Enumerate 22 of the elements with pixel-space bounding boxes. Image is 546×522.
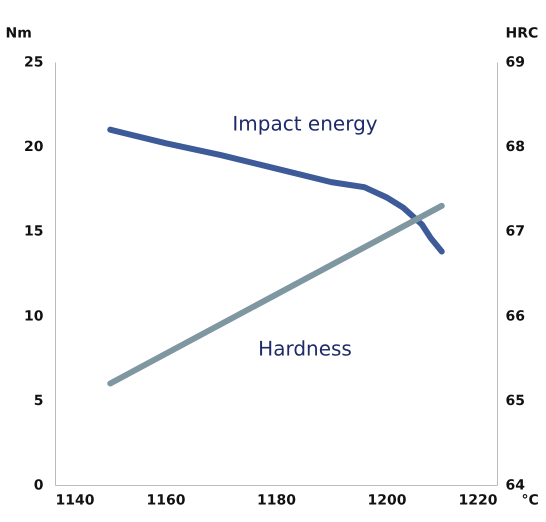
x-tick-label: 1220: [458, 492, 498, 508]
y-tick-label: 10: [24, 308, 44, 324]
y-tick-label: 20: [24, 139, 44, 156]
series-label: Impact energy: [232, 112, 378, 136]
y2-tick-label: 65: [506, 392, 525, 409]
x-tick-label: 1160: [146, 492, 186, 508]
x-tick-label: 1140: [56, 492, 95, 508]
y-axis-title: Nm: [6, 26, 32, 42]
y-tick-label: 5: [34, 392, 44, 409]
y2-tick-label: 68: [506, 139, 525, 156]
x-tick-label: 1200: [368, 492, 407, 508]
y-tick-label: 25: [24, 54, 44, 70]
y2-tick-label: 64: [506, 478, 526, 494]
y2-axis-title: HRC: [506, 26, 538, 42]
y2-tick-label: 69: [506, 54, 525, 70]
series-label: Hardness: [258, 336, 352, 361]
y2-tick-label: 67: [506, 224, 525, 240]
x-tick-label: 1180: [257, 492, 296, 508]
y-tick-label: 0: [34, 478, 44, 494]
x-axis-title: °C: [522, 492, 539, 508]
y2-tick-label: 66: [506, 308, 525, 324]
y-tick-label: 15: [24, 224, 44, 240]
